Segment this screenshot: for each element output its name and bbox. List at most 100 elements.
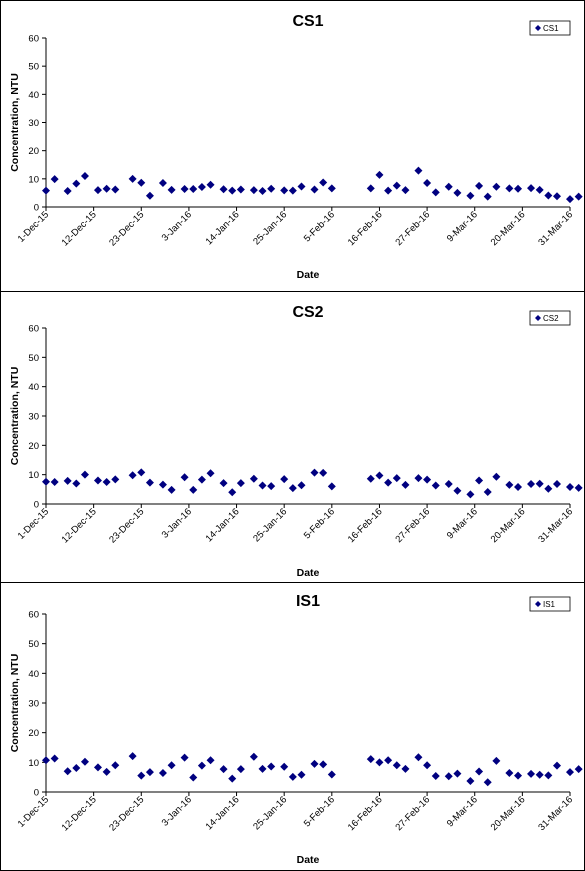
data-point [280, 762, 289, 771]
data-point [280, 186, 289, 195]
data-point [189, 485, 198, 494]
data-point [514, 184, 523, 193]
x-tick-label: 3-Jan-16 [160, 794, 194, 828]
data-point [102, 767, 111, 776]
data-point [366, 755, 375, 764]
data-point [492, 472, 501, 481]
data-point [158, 480, 167, 489]
data-point [219, 185, 228, 194]
data-point [219, 479, 228, 488]
data-point [553, 192, 562, 201]
data-point [384, 756, 393, 765]
data-point [544, 484, 553, 493]
x-tick-label: 14-Jan-16 [204, 209, 242, 247]
data-point [414, 166, 423, 175]
data-point [492, 756, 501, 765]
chart-panel-is1: IS1 0 10 20 30 40 50 60 1-Dec-15 12-Dec-15 23-Dec-… [0, 582, 585, 871]
data-point [158, 179, 167, 188]
data-point [535, 479, 544, 488]
data-point [375, 758, 384, 767]
x-tick-label: 5-Feb-16 [302, 506, 337, 541]
data-point [384, 478, 393, 487]
x-tick-label: 12-Dec-15 [60, 209, 99, 248]
data-point [267, 762, 276, 771]
data-point [401, 764, 410, 773]
data-point [327, 482, 336, 491]
data-point [444, 182, 453, 191]
chart-is1: IS1 0 10 20 30 40 50 60 1-Dec-15 12-Dec-15 23-Dec-… [9, 593, 583, 866]
data-point [102, 478, 111, 486]
data-point [505, 480, 514, 489]
data-point [483, 778, 492, 787]
data-point [93, 476, 102, 485]
data-point [431, 771, 440, 780]
data-point [80, 470, 89, 479]
data-point [544, 191, 553, 200]
data-point [527, 184, 536, 193]
data-point [310, 759, 319, 768]
data-point [310, 468, 319, 477]
data-point [42, 477, 50, 486]
data-point [249, 752, 258, 761]
x-tick-label: 9-Mar-16 [445, 209, 480, 244]
data-point [444, 772, 453, 781]
data-point [453, 769, 462, 778]
data-point [145, 478, 154, 487]
data-point [267, 184, 276, 193]
x-tick-label: 27-Feb-16 [393, 506, 432, 545]
data-point [527, 480, 536, 489]
data-point [72, 763, 81, 772]
data-point [444, 480, 453, 489]
data-point [527, 769, 536, 778]
data-point [197, 183, 206, 192]
y-axis-title: Concentration, NTU [9, 73, 21, 172]
data-point [288, 772, 297, 781]
legend-marker [535, 315, 541, 321]
legend-box [529, 20, 571, 36]
data-point [574, 483, 583, 492]
x-tick-label: 5-Feb-16 [302, 794, 337, 829]
data-point [258, 186, 267, 195]
y-tick-label: 60 [28, 324, 39, 335]
data-point [236, 479, 245, 488]
data-point [145, 191, 154, 200]
data-point [466, 777, 475, 786]
legend: CS1 [529, 20, 571, 36]
data-point [228, 774, 237, 783]
x-tick-label: 27-Feb-16 [393, 209, 432, 248]
data-point [249, 474, 258, 483]
data-point [128, 471, 137, 480]
x-tick-label: 23-Dec-15 [107, 209, 146, 248]
x-tick-label: 3-Jan-16 [160, 209, 194, 243]
data-point [514, 482, 523, 491]
y-tick-label: 50 [28, 639, 39, 650]
y-tick-label: 20 [28, 441, 39, 452]
y-tick-label: 30 [28, 699, 39, 710]
data-point [375, 471, 384, 480]
data-point [566, 768, 574, 777]
data-point [423, 761, 432, 770]
legend-label: IS1 [543, 600, 556, 609]
y-tick-label: 20 [28, 728, 39, 739]
x-tick-label: 1-Dec-15 [16, 794, 51, 829]
x-tick-label: 25-Jan-16 [251, 794, 289, 832]
y-tick-label: 40 [28, 90, 39, 101]
x-tick-label: 5-Feb-16 [302, 209, 337, 244]
data-point [158, 769, 167, 778]
x-tick-label: 27-Feb-16 [393, 794, 432, 833]
y-tick-label: 10 [28, 174, 39, 185]
data-point [72, 479, 81, 488]
x-tick-label: 20-Mar-16 [489, 506, 528, 545]
data-point [258, 764, 267, 773]
data-point [206, 756, 215, 765]
data-point [401, 186, 410, 195]
legend-label: CS1 [543, 24, 559, 33]
legend-marker [535, 601, 541, 607]
data-point [189, 773, 198, 782]
legend: CS2 [529, 310, 571, 326]
data-point [553, 761, 562, 770]
data-point [72, 179, 81, 188]
data-point [566, 482, 574, 491]
data-point [137, 468, 146, 477]
data-point [366, 474, 375, 483]
